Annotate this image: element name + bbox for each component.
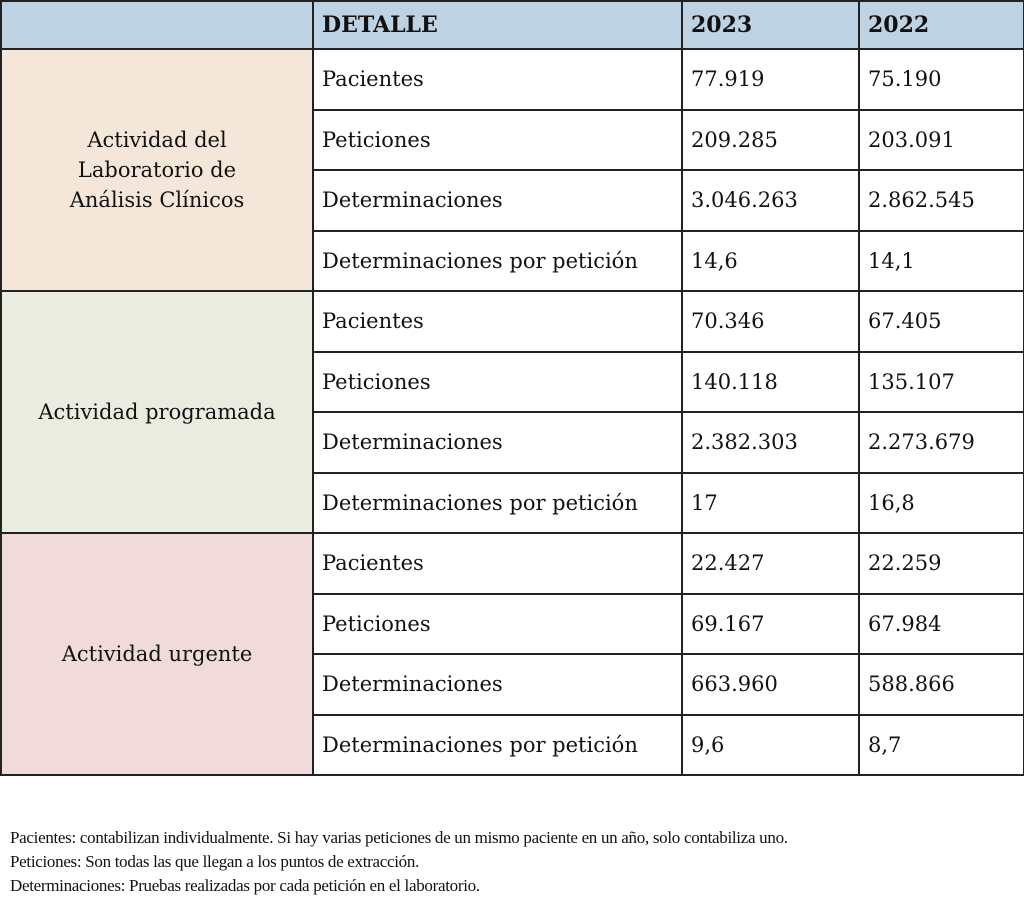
header-row: DETALLE 2023 2022 [0,0,1024,50]
table-row: Peticiones 69.167 67.984 [1,592,1024,655]
table-row: Determinaciones por petición 14,6 14,1 [1,229,1024,292]
value-2022-cell: 22.259 [858,532,1024,595]
table-row: Peticiones 209.285 203.091 [1,108,1024,171]
group-label: Actividad programada [0,290,314,534]
value-2023-cell: 209.285 [681,108,860,171]
value-2023-cell: 3.046.263 [681,169,860,232]
value-2023-cell: 69.167 [681,592,860,655]
value-2022-cell: 16,8 [858,471,1024,534]
footnotes: Pacientes: contabilizan individualmente.… [10,826,788,898]
header-detalle: DETALLE [312,0,683,50]
table-row: Determinaciones por petición 17 16,8 [1,471,1024,534]
detalle-cell: Peticiones [312,592,683,655]
activity-table: DETALLE 2023 2022 Actividad del Laborato… [0,0,1024,776]
detalle-cell: Pacientes [312,290,683,353]
table-row: Determinaciones 3.046.263 2.862.545 [1,169,1024,232]
value-2023-cell: 2.382.303 [681,411,860,474]
footnote: Determinaciones: Pruebas realizadas por … [10,876,480,895]
value-2022-cell: 135.107 [858,350,1024,413]
detalle-cell: Peticiones [312,350,683,413]
detalle-cell: Determinaciones por petición [312,713,683,776]
table-row: Actividad urgente Pacientes 22.427 22.259 [0,532,1024,776]
value-2022-cell: 588.866 [858,653,1024,716]
value-2022-cell: 14,1 [858,229,1024,292]
value-2022-cell: 8,7 [858,713,1024,776]
detalle-cell: Pacientes [312,532,683,595]
value-2023-cell: 70.346 [681,290,860,353]
detalle-cell: Pacientes [312,48,683,111]
value-2022-cell: 203.091 [858,108,1024,171]
header-group [0,0,314,50]
table-row: Determinaciones 2.382.303 2.273.679 [1,411,1024,474]
value-2022-cell: 2.862.545 [858,169,1024,232]
group-label: Actividad urgente [0,532,314,776]
table-row: Determinaciones por petición 9,6 8,7 [1,713,1024,776]
value-2023-cell: 17 [681,471,860,534]
table-row: Determinaciones 663.960 588.866 [1,653,1024,716]
footnote: Peticiones: Son todas las que llegan a l… [10,852,420,871]
value-2022-cell: 67.405 [858,290,1024,353]
value-2023-cell: 14,6 [681,229,860,292]
header-2023: 2023 [681,0,860,50]
detalle-cell: Determinaciones [312,653,683,716]
value-2023-cell: 77.919 [681,48,860,111]
table-body: Actividad del Laboratorio de Análisis Cl… [0,48,1024,776]
detalle-cell: Peticiones [312,108,683,171]
detalle-cell: Determinaciones [312,411,683,474]
table-row: Peticiones 140.118 135.107 [1,350,1024,413]
header-2022: 2022 [858,0,1024,50]
detalle-cell: Determinaciones [312,169,683,232]
footnote: Pacientes: contabilizan individualmente.… [10,828,788,847]
detalle-cell: Determinaciones por petición [312,229,683,292]
group-label: Actividad del Laboratorio de Análisis Cl… [0,48,314,292]
value-2022-cell: 2.273.679 [858,411,1024,474]
value-2022-cell: 75.190 [858,48,1024,111]
value-2023-cell: 140.118 [681,350,860,413]
table-row: Actividad programada Pacientes 70.346 67.40… [0,290,1024,534]
table-row: Actividad del Laboratorio de Análisis Cl… [0,48,1024,292]
value-2023-cell: 663.960 [681,653,860,716]
value-2023-cell: 22.427 [681,532,860,595]
value-2023-cell: 9,6 [681,713,860,776]
value-2022-cell: 67.984 [858,592,1024,655]
detalle-cell: Determinaciones por petición [312,471,683,534]
